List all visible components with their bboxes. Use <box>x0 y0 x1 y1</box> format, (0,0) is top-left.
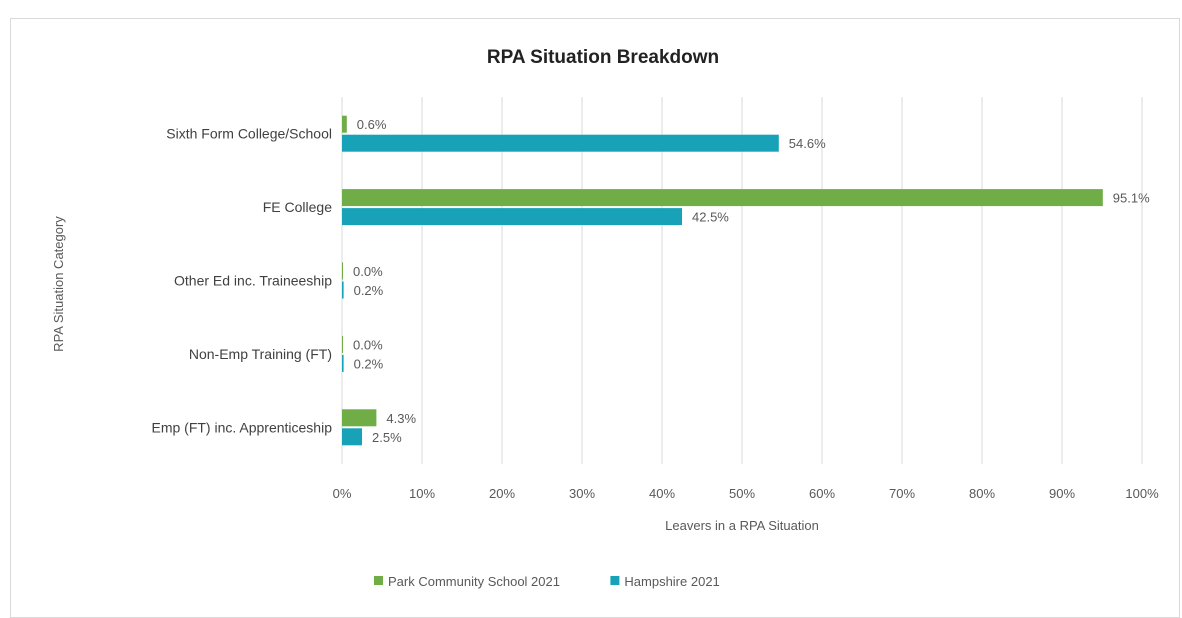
data-label: 4.3% <box>386 411 416 426</box>
legend-label: Hampshire 2021 <box>624 574 719 589</box>
bar <box>342 134 779 152</box>
x-tick-label: 80% <box>969 486 995 501</box>
legend-swatch <box>610 576 620 585</box>
x-tick-label: 60% <box>809 486 835 501</box>
grid-lines <box>341 97 1143 464</box>
x-tick-label: 10% <box>409 486 435 501</box>
x-tick-label: 20% <box>489 486 515 501</box>
x-tick-label: 50% <box>729 486 755 501</box>
bar <box>342 262 343 280</box>
category-label: Emp (FT) inc. Apprenticeship <box>151 419 332 435</box>
bar <box>342 428 362 446</box>
x-axis-title: Leavers in a RPA Situation <box>665 518 819 533</box>
bar <box>342 189 1103 207</box>
data-label: 0.0% <box>353 337 383 352</box>
legend: Park Community School 2021 Hampshire 2021 <box>374 574 720 589</box>
category-label: Non-Emp Training (FT) <box>189 346 332 362</box>
data-label: 0.6% <box>357 117 387 132</box>
data-label: 42.5% <box>692 210 729 225</box>
x-tick-labels: 0% 10% 20% 30% 40% 50% 60% 70% 80% 90% 100% <box>333 486 1159 501</box>
bar <box>342 281 344 299</box>
y-axis-title: RPA Situation Category <box>51 216 66 352</box>
data-label: 0.2% <box>354 356 384 371</box>
data-label: 2.5% <box>372 430 402 445</box>
category-labels: Sixth Form College/School FE College Other… <box>151 126 332 436</box>
bars-layer: 0.6% 54.6% 95.1% 42.5% 0.0% 0.2% 0.0% 0.2% 4.3% 2… <box>342 115 1150 446</box>
chart-svg: RPA Situation Breakdown 0.6% 54.6% 95.1% 42… <box>51 47 1159 589</box>
legend-swatch <box>374 576 383 585</box>
category-label: Sixth Form College/School <box>166 126 332 142</box>
x-tick-label: 70% <box>889 486 915 501</box>
x-tick-label: 0% <box>333 486 352 501</box>
bar <box>342 354 344 372</box>
x-tick-label: 90% <box>1049 486 1075 501</box>
bar <box>342 335 343 353</box>
category-label: Other Ed inc. Traineeship <box>174 273 332 289</box>
chart-title: RPA Situation Breakdown <box>487 47 719 68</box>
data-label: 95.1% <box>1113 191 1150 206</box>
legend-label: Park Community School 2021 <box>388 574 560 589</box>
x-tick-label: 30% <box>569 486 595 501</box>
x-tick-label: 100% <box>1125 486 1159 501</box>
chart-frame: RPA Situation Breakdown 0.6% 54.6% 95.1% 42… <box>10 18 1180 618</box>
x-tick-label: 40% <box>649 486 675 501</box>
bar <box>342 409 377 427</box>
bar <box>342 208 682 226</box>
bar <box>342 115 347 133</box>
data-label: 54.6% <box>789 136 826 151</box>
category-label: FE College <box>263 199 332 215</box>
data-label: 0.0% <box>353 264 383 279</box>
data-label: 0.2% <box>354 283 384 298</box>
